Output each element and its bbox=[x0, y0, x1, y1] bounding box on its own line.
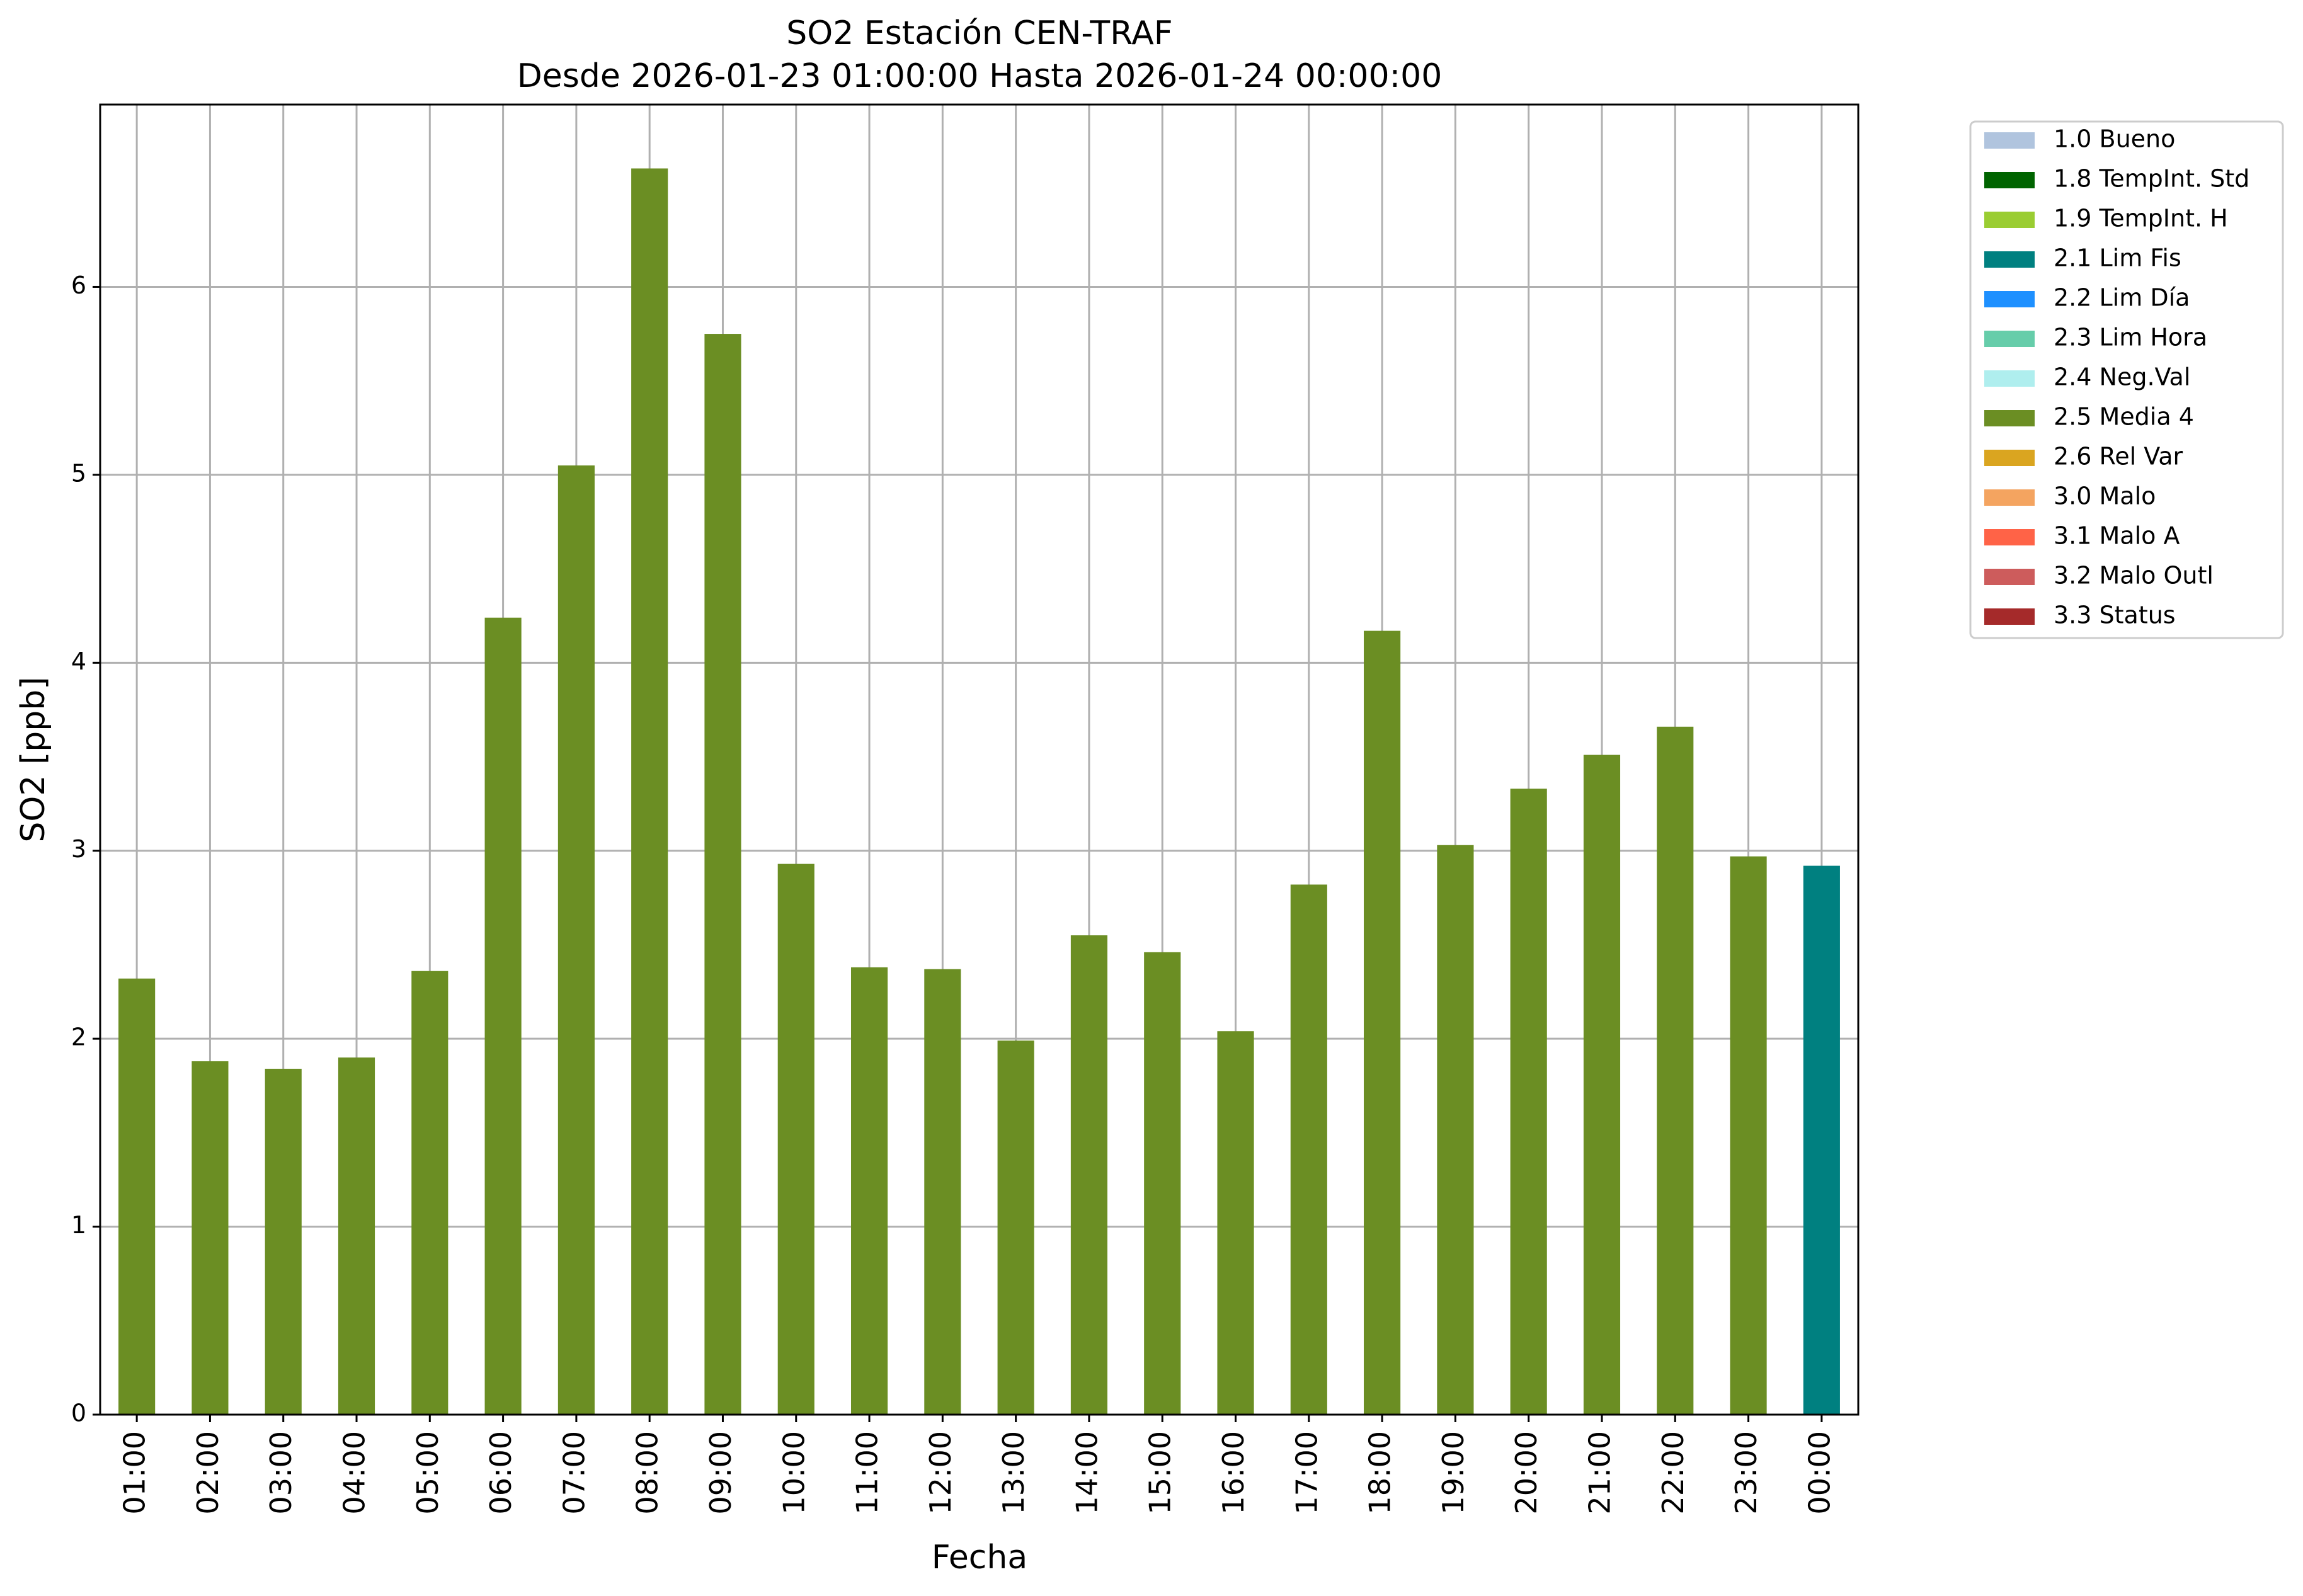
bar bbox=[1657, 726, 1694, 1415]
legend-label: 1.9 TempInt. H bbox=[2054, 205, 2228, 232]
bar bbox=[1144, 952, 1181, 1415]
x-tick-label: 16:00 bbox=[1216, 1431, 1250, 1515]
bar bbox=[1510, 789, 1547, 1415]
bars bbox=[118, 168, 1840, 1415]
legend-label: 2.3 Lim Hora bbox=[2054, 324, 2207, 351]
bar bbox=[1070, 935, 1108, 1415]
x-tick-label: 01:00 bbox=[118, 1431, 152, 1515]
legend-label: 3.3 Status bbox=[2054, 601, 2176, 629]
legend-label: 2.1 Lim Fis bbox=[2054, 244, 2181, 272]
x-tick-label: 14:00 bbox=[1070, 1431, 1104, 1515]
bar bbox=[777, 864, 814, 1415]
bar bbox=[265, 1068, 302, 1415]
bar bbox=[1364, 630, 1401, 1415]
x-tick-label: 10:00 bbox=[777, 1431, 811, 1515]
legend-swatch bbox=[1984, 291, 2035, 307]
y-tick-label: 0 bbox=[71, 1399, 86, 1427]
legend-label: 1.0 Bueno bbox=[2054, 125, 2175, 153]
bar bbox=[484, 617, 522, 1415]
y-tick-label: 4 bbox=[71, 647, 86, 675]
x-tick-label: 15:00 bbox=[1143, 1431, 1177, 1515]
legend-swatch bbox=[1984, 608, 2035, 625]
x-tick-label: 08:00 bbox=[631, 1431, 665, 1515]
legend: 1.0 Bueno 1.8 TempInt. Std 1.9 TempInt. H 2… bbox=[1969, 120, 2284, 639]
bar bbox=[191, 1061, 229, 1415]
bar bbox=[1730, 856, 1767, 1415]
bar bbox=[1437, 845, 1474, 1415]
legend-label: 2.6 Rel Var bbox=[2054, 443, 2183, 470]
x-tick-label: 22:00 bbox=[1656, 1431, 1690, 1515]
legend-label: 1.8 TempInt. Std bbox=[2054, 165, 2249, 193]
legend-box bbox=[1969, 120, 2284, 639]
x-tick-label: 19:00 bbox=[1436, 1431, 1470, 1515]
x-tick-label: 05:00 bbox=[411, 1431, 445, 1515]
legend-label: 2.2 Lim Día bbox=[2054, 284, 2190, 312]
y-axis-label: SO2 [ppb] bbox=[14, 676, 52, 842]
chart-subtitle: Desde 2026-01-23 01:00:00 Hasta 2026-01-… bbox=[517, 57, 1443, 95]
legend-label: 2.4 Neg.Val bbox=[2054, 363, 2190, 391]
x-tick-label: 09:00 bbox=[704, 1431, 738, 1515]
y-tick-label: 1 bbox=[71, 1211, 86, 1239]
x-tick-label: 17:00 bbox=[1289, 1431, 1323, 1515]
bar bbox=[850, 967, 888, 1415]
plot-frame bbox=[99, 103, 1860, 1416]
legend-swatch bbox=[1984, 450, 2035, 466]
x-axis: 01:00 02:00 03:00 04:00 05:00 06:00 07:00 08:00… bbox=[118, 1415, 1836, 1515]
legend-label: 3.1 Malo A bbox=[2054, 522, 2180, 550]
legend-swatch bbox=[1984, 172, 2035, 188]
x-tick-label: 20:00 bbox=[1509, 1431, 1543, 1515]
bar bbox=[997, 1040, 1034, 1415]
x-tick-label: 02:00 bbox=[191, 1431, 225, 1515]
y-tick-label: 2 bbox=[71, 1023, 86, 1051]
x-tick-label: 04:00 bbox=[338, 1431, 372, 1515]
x-tick-label: 18:00 bbox=[1363, 1431, 1397, 1515]
bar bbox=[118, 978, 156, 1415]
x-tick-label: 23:00 bbox=[1729, 1431, 1763, 1515]
y-tick-label: 6 bbox=[71, 271, 86, 299]
legend-swatch bbox=[1984, 410, 2035, 426]
bar bbox=[631, 168, 668, 1415]
x-tick-label: 13:00 bbox=[997, 1431, 1031, 1515]
bar bbox=[1217, 1031, 1254, 1415]
legend-swatch bbox=[1984, 331, 2035, 347]
bar bbox=[1290, 884, 1327, 1415]
bar bbox=[1803, 865, 1840, 1415]
legend-swatch bbox=[1984, 370, 2035, 387]
bar bbox=[557, 465, 595, 1415]
bar bbox=[1583, 755, 1621, 1415]
x-tick-label: 00:00 bbox=[1802, 1431, 1836, 1515]
x-tick-label: 03:00 bbox=[264, 1431, 298, 1515]
x-tick-label: 21:00 bbox=[1582, 1431, 1616, 1515]
y-tick-label: 5 bbox=[71, 459, 86, 487]
x-tick-label: 06:00 bbox=[484, 1431, 518, 1515]
legend-swatch bbox=[1984, 212, 2035, 228]
x-axis-label: Fecha bbox=[932, 1539, 1027, 1576]
bar bbox=[338, 1057, 375, 1415]
x-tick-label: 12:00 bbox=[923, 1431, 957, 1515]
legend-label: 2.5 Media 4 bbox=[2054, 403, 2194, 431]
legend-swatch bbox=[1984, 489, 2035, 506]
legend-swatch bbox=[1984, 529, 2035, 545]
legend-label: 3.0 Malo bbox=[2054, 482, 2156, 510]
y-axis: 0 1 2 3 4 5 6 bbox=[71, 271, 100, 1427]
x-tick-label: 11:00 bbox=[850, 1431, 884, 1515]
legend-swatch bbox=[1984, 251, 2035, 268]
y-tick-label: 3 bbox=[71, 835, 86, 863]
legend-swatch bbox=[1984, 569, 2035, 585]
legend-label: 3.2 Malo Outl bbox=[2054, 562, 2214, 590]
x-tick-label: 07:00 bbox=[557, 1431, 591, 1515]
bar bbox=[924, 969, 961, 1415]
legend-swatch bbox=[1984, 132, 2035, 149]
bar bbox=[704, 334, 741, 1415]
bar bbox=[411, 971, 449, 1415]
chart-title: SO2 Estación CEN-TRAF bbox=[786, 14, 1172, 52]
